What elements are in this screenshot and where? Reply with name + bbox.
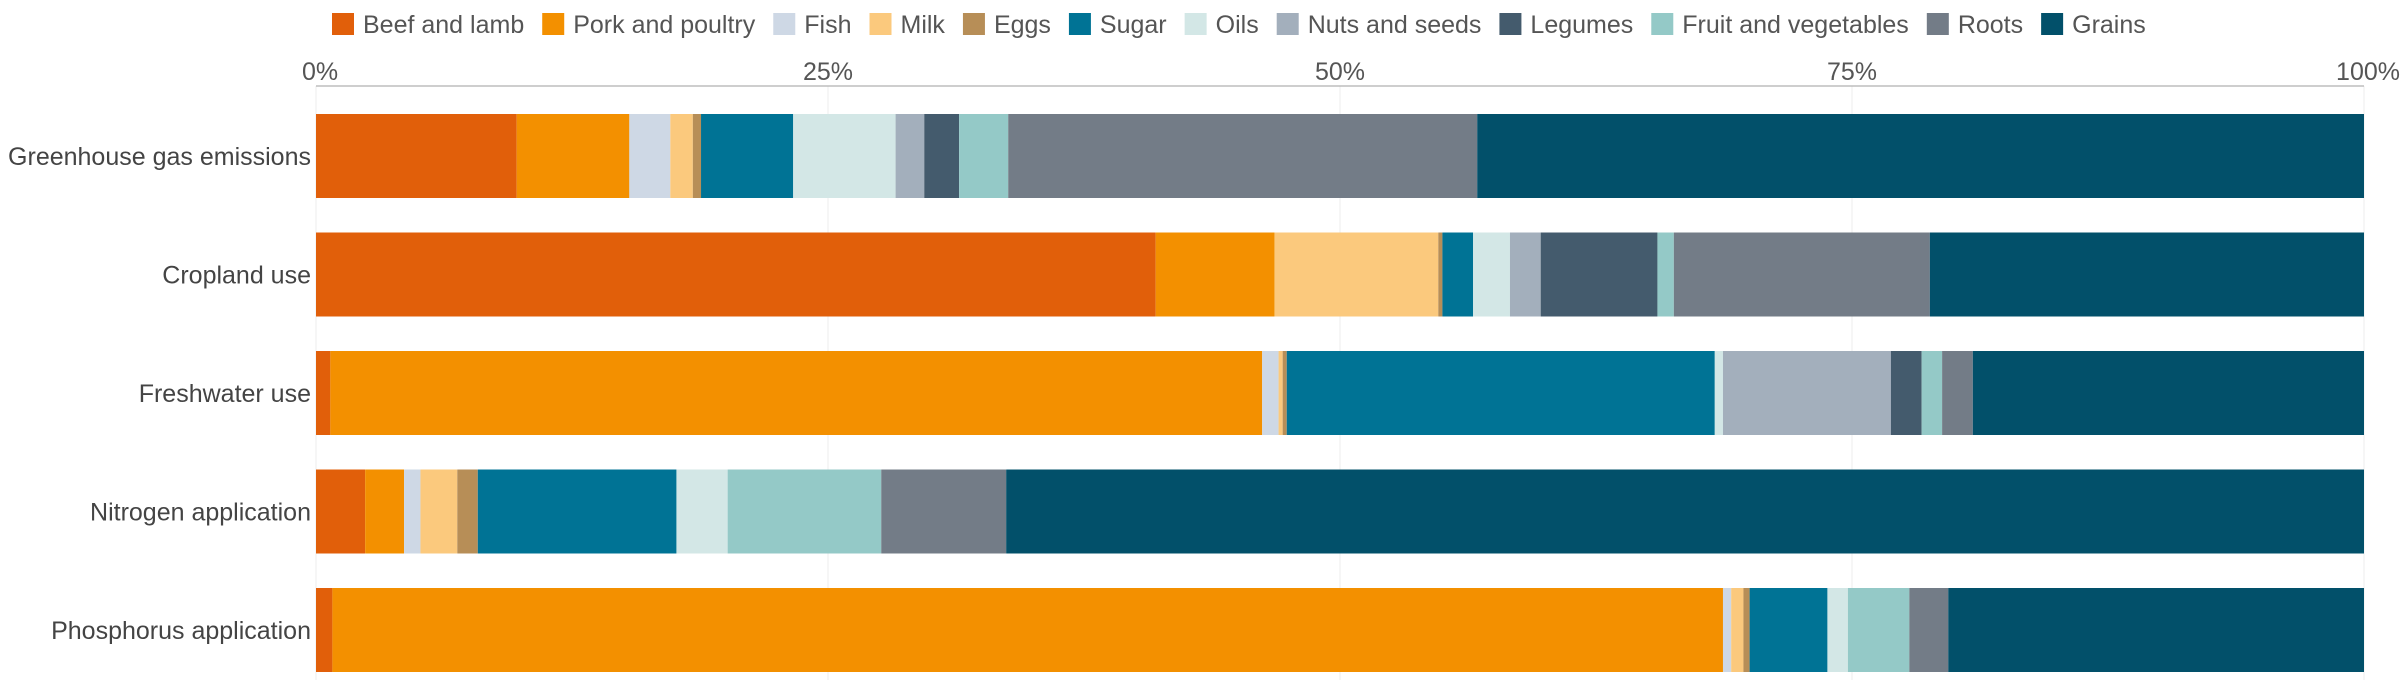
bar-cropland-use-legumes	[1540, 232, 1658, 317]
x-tick-label: 100%	[2336, 58, 2400, 86]
bar-greenhouse-gas-emissions-beef-and-lamb	[316, 114, 517, 198]
bar-freshwater-use-sugar	[1286, 351, 1715, 435]
bar-phosphorus-application-pork-and-poultry	[332, 588, 1723, 672]
bar-freshwater-use-beef-and-lamb	[316, 351, 331, 435]
bar-phosphorus-application-sugar	[1749, 588, 1828, 672]
legend-swatch-fruit-and-vegetables	[1651, 13, 1674, 35]
legend-swatch-grains	[2041, 13, 2064, 35]
legend-swatch-fish	[773, 13, 796, 35]
bar-phosphorus-application-milk	[1731, 588, 1744, 672]
legend-label-fruit-and-vegetables: Fruit and vegetables	[1682, 11, 1909, 39]
bar-greenhouse-gas-emissions-legumes	[924, 114, 960, 198]
bar-greenhouse-gas-emissions-grains	[1477, 114, 2364, 198]
bar-freshwater-use-oils	[1714, 351, 1723, 435]
bar-cropland-use-grains	[1929, 232, 2364, 317]
bar-nitrogen-application-fish	[404, 469, 421, 554]
bar-nitrogen-application-sugar	[477, 469, 677, 554]
category-label-nitrogen-application: Nitrogen application	[90, 499, 311, 527]
bar-greenhouse-gas-emissions-milk	[670, 114, 693, 198]
legend-swatch-roots	[1926, 13, 1949, 35]
legend-label-nuts-and-seeds: Nuts and seeds	[1308, 11, 1482, 39]
legend-swatch-sugar	[1068, 13, 1091, 35]
bar-nitrogen-application-milk	[420, 469, 458, 554]
bar-greenhouse-gas-emissions-oils	[793, 114, 896, 198]
bars	[316, 114, 2364, 672]
legend-swatch-milk	[869, 13, 892, 35]
legend-swatch-beef-and-lamb	[332, 13, 354, 35]
legend-label-sugar: Sugar	[1100, 11, 1167, 39]
legend-label-grains: Grains	[2072, 11, 2146, 39]
bar-greenhouse-gas-emissions-pork-and-poultry	[516, 114, 630, 198]
category-label-freshwater-use: Freshwater use	[139, 380, 311, 408]
legend-swatch-pork-and-poultry	[542, 13, 565, 35]
bar-freshwater-use-eggs	[1282, 351, 1287, 435]
bar-freshwater-use-fruit-and-vegetables	[1921, 351, 1943, 435]
bar-freshwater-use-milk	[1278, 351, 1283, 435]
bar-greenhouse-gas-emissions-nuts-and-seeds	[895, 114, 925, 198]
bar-nitrogen-application-oils	[676, 469, 728, 554]
bar-freshwater-use-legumes	[1890, 351, 1922, 435]
legend-swatch-eggs	[962, 13, 985, 35]
bar-phosphorus-application-oils	[1827, 588, 1848, 672]
bar-freshwater-use-nuts-and-seeds	[1722, 351, 1891, 435]
legend-label-roots: Roots	[1958, 11, 2023, 39]
legend-label-legumes: Legumes	[1530, 11, 1633, 39]
bar-phosphorus-application-beef-and-lamb	[316, 588, 333, 672]
bar-phosphorus-application-roots	[1909, 588, 1949, 672]
legend-label-fish: Fish	[804, 11, 851, 39]
bar-greenhouse-gas-emissions-fish	[629, 114, 671, 198]
bar-cropland-use-beef-and-lamb	[316, 232, 1156, 317]
category-label-phosphorus-application: Phosphorus application	[51, 617, 311, 645]
bar-freshwater-use-pork-and-poultry	[330, 351, 1263, 435]
bar-greenhouse-gas-emissions-sugar	[701, 114, 794, 198]
category-label-cropland-use: Cropland use	[162, 262, 311, 290]
bar-cropland-use-sugar	[1442, 232, 1474, 317]
bar-cropland-use-nuts-and-seeds	[1509, 232, 1541, 317]
bar-nitrogen-application-roots	[881, 469, 1007, 554]
bar-nitrogen-application-eggs	[457, 469, 478, 554]
category-label-greenhouse-gas-emissions: Greenhouse gas emissions	[8, 143, 311, 171]
bar-phosphorus-application-fruit-and-vegetables	[1847, 588, 1910, 672]
bar-phosphorus-application-fish	[1722, 588, 1732, 672]
bar-freshwater-use-grains	[1972, 351, 2364, 435]
bar-greenhouse-gas-emissions-eggs	[692, 114, 702, 198]
legend-label-milk: Milk	[901, 11, 946, 39]
legend-swatch-legumes	[1499, 13, 1522, 35]
bar-freshwater-use-fish	[1262, 351, 1279, 435]
bar-nitrogen-application-pork-and-poultry	[365, 469, 405, 554]
legend-label-beef-and-lamb: Beef and lamb	[363, 11, 524, 39]
x-tick-label: 0%	[302, 58, 338, 86]
bar-phosphorus-application-grains	[1948, 588, 2364, 672]
bar-phosphorus-application-eggs	[1743, 588, 1750, 672]
legend-label-eggs: Eggs	[994, 11, 1051, 39]
bar-cropland-use-milk	[1274, 232, 1439, 317]
bar-greenhouse-gas-emissions-roots	[1008, 114, 1478, 198]
bar-cropland-use-pork-and-poultry	[1155, 232, 1275, 317]
bar-nitrogen-application-fruit-and-vegetables	[727, 469, 882, 554]
x-axis-ticks: 0% 25% 50% 75% 100%	[302, 58, 2400, 86]
bar-greenhouse-gas-emissions-fruit-and-vegetables	[959, 114, 1009, 198]
x-tick-label: 75%	[1827, 58, 1877, 86]
category-labels: Greenhouse gas emissions Cropland use Fres…	[8, 143, 311, 645]
legend-label-pork-and-poultry: Pork and poultry	[573, 11, 756, 39]
bar-cropland-use-oils	[1473, 232, 1510, 317]
x-tick-label: 50%	[1315, 58, 1365, 86]
bar-nitrogen-application-grains	[1006, 469, 2364, 554]
legend: Beef and lamb Pork and poultry Fish Milk Egg…	[332, 11, 2146, 39]
bar-cropland-use-roots	[1673, 232, 1930, 317]
x-tick-label: 25%	[803, 58, 853, 86]
bar-nitrogen-application-beef-and-lamb	[316, 469, 366, 554]
legend-swatch-nuts-and-seeds	[1276, 13, 1299, 35]
legend-label-oils: Oils	[1216, 11, 1259, 39]
bar-cropland-use-fruit-and-vegetables	[1657, 232, 1674, 317]
bar-cropland-use-eggs	[1438, 232, 1443, 317]
bar-freshwater-use-roots	[1942, 351, 1973, 435]
legend-swatch-oils	[1184, 13, 1207, 35]
